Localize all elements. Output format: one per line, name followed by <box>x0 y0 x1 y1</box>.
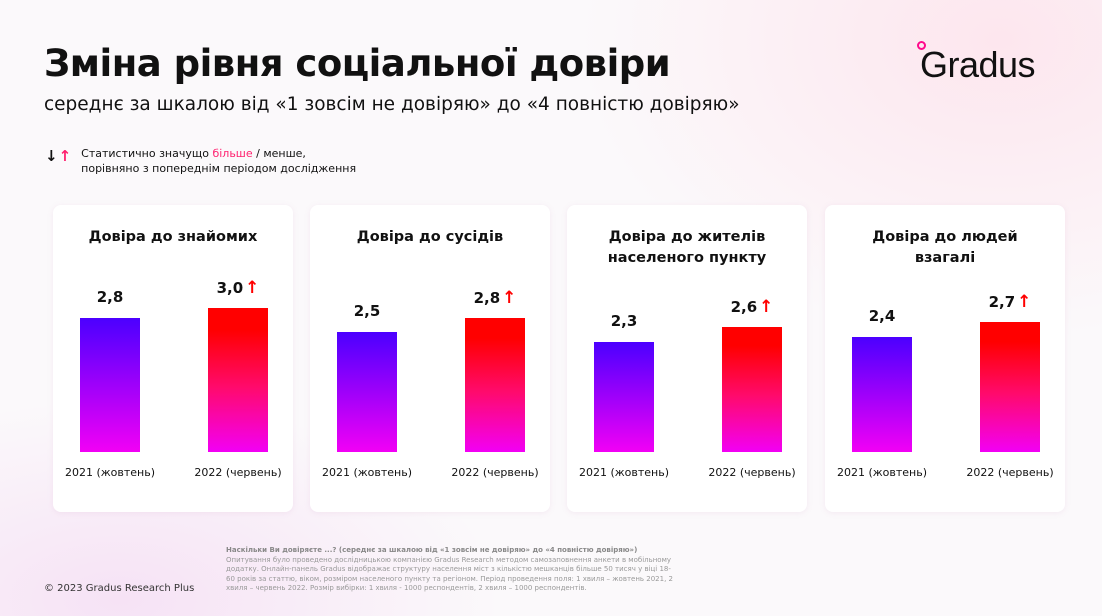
data-label: 2,3 <box>594 312 654 330</box>
chart-card: Довіра до знайомих 2,8 2021 (жовтень) 3,0 ↑ 2… <box>53 205 293 512</box>
data-label: 2,5 <box>337 302 397 320</box>
bar-2022 <box>465 317 525 452</box>
bar-2022 <box>722 327 782 452</box>
methodology-note: Наскільки Ви довіряєте ...? (середнє за … <box>226 546 676 594</box>
value-text: 2,6 <box>730 298 758 317</box>
value-text: 2,4 <box>868 306 896 325</box>
x-tick-label: 2021 (жовтень) <box>578 466 670 479</box>
note-body: Опитування було проведено дослідницькою … <box>226 555 673 593</box>
legend-prefix: Статистично значущо <box>81 147 213 160</box>
data-label: 2,6 ↑ <box>722 297 782 317</box>
bar-2021 <box>594 341 654 452</box>
page-subtitle: середнє за шкалою від «1 зовсім не довір… <box>44 94 740 115</box>
x-tick-label: 2022 (червень) <box>451 466 539 479</box>
arrow-up-icon: ↑ <box>759 297 774 318</box>
data-label: 2,8 <box>80 288 140 306</box>
x-tick-label: 2022 (червень) <box>966 466 1054 479</box>
chart-title: Довіра до людей взагалі <box>872 229 1018 266</box>
value-text: 2,8 <box>96 287 124 306</box>
arrow-up-icon: ↑ <box>245 278 260 298</box>
chart-card: Довіра до жителів населеного пункту 2,3 20… <box>567 205 807 512</box>
data-label: 3,0 ↑ <box>208 278 268 298</box>
value-text: 2,7 <box>988 293 1016 312</box>
x-tick-label: 2021 (жовтень) <box>836 466 928 479</box>
significance-arrows-icon: ↓ ↑ <box>45 146 71 176</box>
chart-title: Довіра до сусідів <box>356 229 504 245</box>
chart-card: Довіра до людей взагалі 2,4 2021 (жовтень)… <box>825 205 1065 512</box>
arrow-up-icon: ↑ <box>58 147 72 165</box>
arrow-up-icon: ↑ <box>1017 292 1032 313</box>
data-label: 2,7 ↑ <box>980 292 1040 312</box>
copyright: © 2023 Gradus Research Plus <box>44 583 195 594</box>
value-text: 2,5 <box>353 302 381 320</box>
x-tick-label: 2022 (червень) <box>194 466 282 479</box>
bar-2021 <box>80 317 140 452</box>
arrow-up-icon: ↑ <box>502 287 517 308</box>
legend-line2: порівняно з попереднім періодом дослідже… <box>81 162 357 175</box>
logo-text: Gradus <box>920 44 1036 85</box>
value-text: 2,3 <box>610 311 638 330</box>
legend-text: Статистично значущо більше / менше, порі… <box>81 146 356 176</box>
chart-card: Довіра до сусідів 2,5 2021 (жовтень) 2,8 ↑ 20… <box>310 205 550 512</box>
note-title: Наскільки Ви довіряєте ...? (середнє за … <box>226 546 638 554</box>
bar-2022 <box>980 322 1040 452</box>
x-tick-label: 2021 (жовтень) <box>64 466 156 479</box>
bar-2021 <box>852 336 912 452</box>
legend: ↓ ↑ Статистично значущо більше / менше, п… <box>45 146 356 176</box>
x-tick-label: 2022 (червень) <box>708 466 796 479</box>
bar-2022 <box>208 308 268 452</box>
value-text: 3,0 <box>216 279 244 297</box>
logo-dot-icon <box>917 41 926 50</box>
page-title: Зміна рівня соціальної довіри <box>44 42 671 85</box>
gradus-logo: Gradus <box>917 41 1036 86</box>
legend-suffix: / менше, <box>252 147 306 160</box>
value-text: 2,8 <box>473 288 501 307</box>
legend-more: більше <box>212 147 253 160</box>
data-label: 2,4 <box>852 307 912 325</box>
chart-title: Довіра до жителів населеного пункту <box>607 229 767 266</box>
arrow-down-icon: ↓ <box>45 147 58 165</box>
x-tick-label: 2021 (жовтень) <box>321 466 413 479</box>
bar-2021 <box>337 332 397 452</box>
chart-title: Довіра до знайомих <box>88 229 258 245</box>
data-label: 2,8 ↑ <box>465 288 525 308</box>
